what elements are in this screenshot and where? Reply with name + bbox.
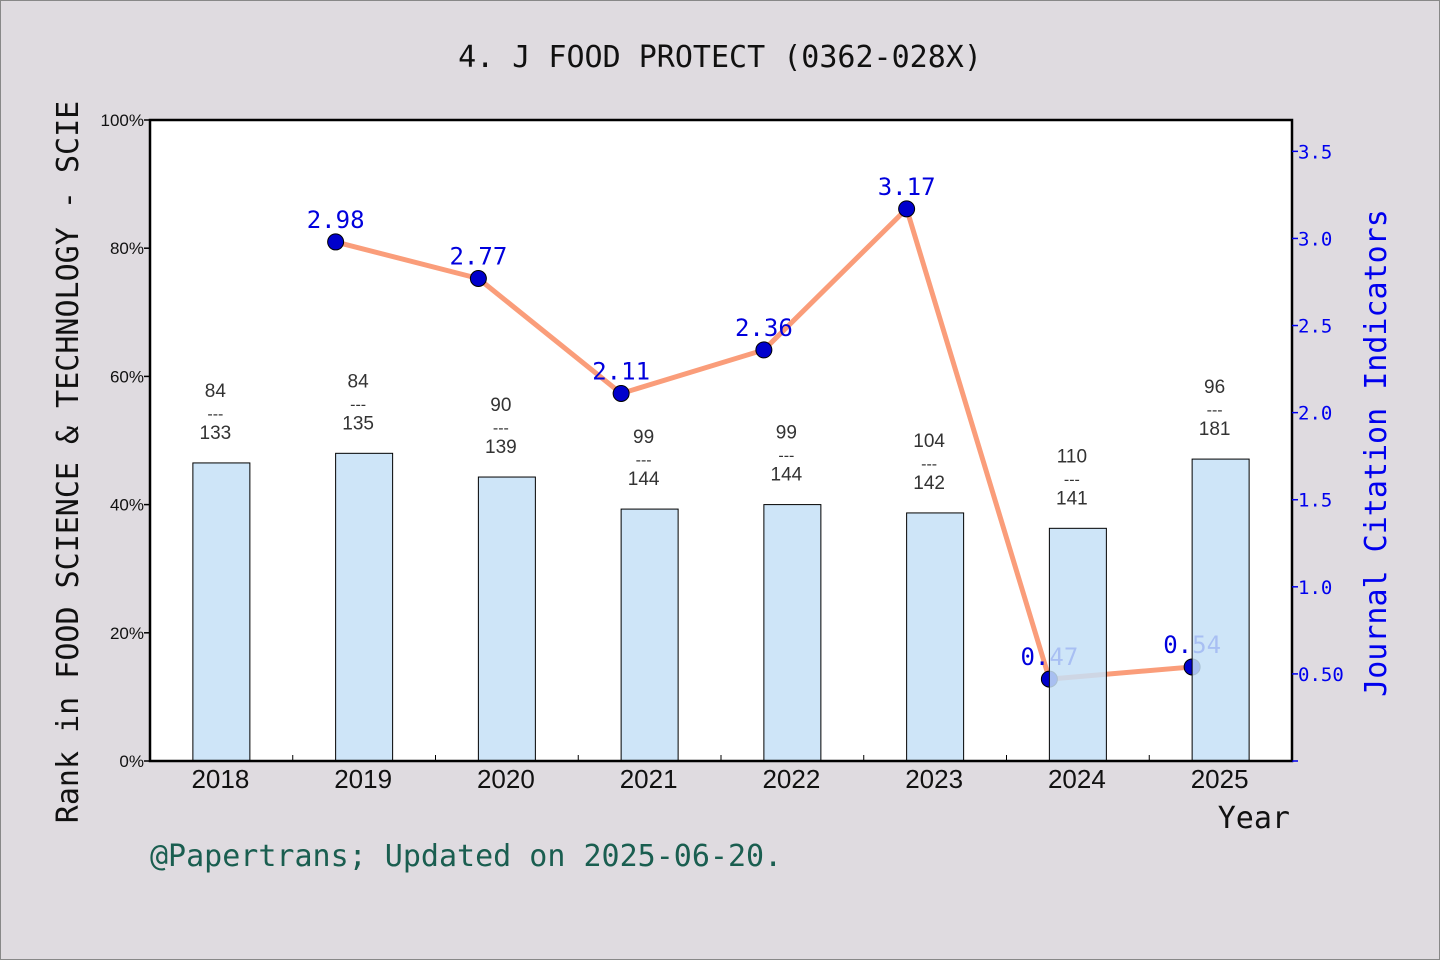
left-axis-label: Rank in FOOD SCIENCE & TECHNOLOGY - SCIE bbox=[51, 101, 86, 823]
rank-separator: --- bbox=[350, 396, 366, 413]
chart-title: 4. J FOOD PROTECT (0362-028X) bbox=[458, 40, 982, 75]
rank-separator: --- bbox=[493, 420, 509, 437]
x-tick-label: 2018 bbox=[191, 764, 249, 794]
rank-label: 99 bbox=[633, 427, 654, 448]
total-label: 144 bbox=[771, 465, 803, 486]
jci-point bbox=[755, 341, 773, 359]
jci-value-label: 2.77 bbox=[449, 243, 507, 271]
total-label: 142 bbox=[913, 473, 945, 494]
rank-separator: --- bbox=[778, 448, 794, 465]
rank-separator: --- bbox=[207, 406, 223, 423]
rank-label: 96 bbox=[1204, 377, 1225, 398]
rank-bar bbox=[763, 504, 822, 762]
left-tick-label: 80% bbox=[110, 239, 144, 258]
rank-bar bbox=[1191, 458, 1250, 762]
x-tick-label: 2023 bbox=[905, 764, 963, 794]
x-tick-label: 2022 bbox=[762, 764, 820, 794]
rank-label: 84 bbox=[205, 381, 227, 402]
right-tick-label: 2.5 bbox=[1298, 316, 1332, 338]
right-tick-label: 2.0 bbox=[1298, 403, 1332, 425]
jci-value-label: 2.11 bbox=[592, 357, 650, 385]
x-tick-label: 2020 bbox=[477, 764, 535, 794]
rank-label: 104 bbox=[913, 431, 945, 452]
right-tick-label: 1.0 bbox=[1298, 577, 1332, 599]
total-label: 144 bbox=[628, 469, 660, 490]
rank-label: 110 bbox=[1057, 446, 1087, 467]
total-label: 181 bbox=[1199, 419, 1231, 440]
rank-label: 90 bbox=[490, 395, 511, 416]
jci-point bbox=[327, 233, 345, 251]
jci-value-label: 2.36 bbox=[735, 314, 793, 342]
x-tick-label: 2024 bbox=[1048, 764, 1106, 794]
footer-credit: @Papertrans; Updated on 2025-06-20. bbox=[150, 839, 782, 874]
left-tick-label: 40% bbox=[110, 496, 144, 515]
right-tick-label: 1.5 bbox=[1298, 490, 1332, 512]
total-label: 141 bbox=[1056, 488, 1088, 509]
x-tick-label: 2025 bbox=[1191, 764, 1249, 794]
jci-value-label: 2.98 bbox=[307, 206, 365, 234]
left-tick-label: 60% bbox=[110, 367, 144, 386]
x-tick-label: 2021 bbox=[620, 764, 678, 794]
jci-value-label: 3.17 bbox=[878, 173, 936, 201]
rank-bar bbox=[477, 476, 536, 762]
rank-label: 99 bbox=[776, 423, 797, 444]
right-tick-label: 0.50 bbox=[1298, 664, 1344, 686]
total-label: 133 bbox=[200, 423, 232, 444]
x-tick-label: 2019 bbox=[334, 764, 392, 794]
rank-bar bbox=[192, 462, 251, 762]
jci-point bbox=[612, 384, 630, 402]
x-axis-label: Year bbox=[1218, 801, 1290, 836]
rank-bar bbox=[1048, 527, 1107, 762]
rank-separator: --- bbox=[1064, 471, 1080, 488]
jci-point bbox=[898, 200, 916, 218]
right-tick-label: 3.0 bbox=[1298, 228, 1332, 250]
left-tick-label: 0% bbox=[119, 752, 144, 771]
rank-separator: --- bbox=[636, 452, 652, 469]
total-label: 139 bbox=[485, 437, 517, 458]
rank-bar bbox=[620, 508, 679, 762]
left-tick-label: 20% bbox=[110, 624, 144, 643]
jci-point bbox=[469, 270, 487, 288]
total-label: 135 bbox=[342, 413, 374, 434]
rank-separator: --- bbox=[921, 456, 937, 473]
rank-separator: --- bbox=[1207, 402, 1223, 419]
rank-bar bbox=[906, 512, 965, 762]
right-axis-label: Journal Citation Indicators bbox=[1359, 209, 1394, 697]
left-tick-label: 100% bbox=[101, 111, 144, 130]
rank-label: 84 bbox=[348, 371, 370, 392]
rank-bar bbox=[335, 452, 394, 762]
right-tick-label: 3.5 bbox=[1298, 141, 1332, 163]
